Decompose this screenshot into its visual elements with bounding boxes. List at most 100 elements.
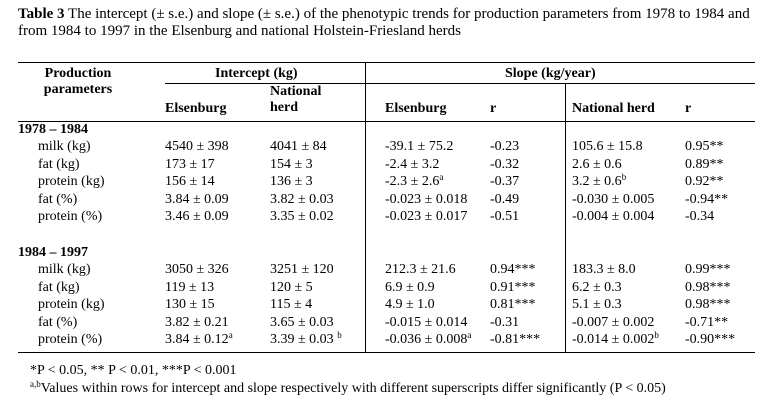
rule	[18, 352, 755, 353]
cell: 4.9 ± 1.0	[385, 297, 435, 312]
row-label: protein (kg)	[38, 297, 105, 312]
cell: 5.1 ± 0.3	[572, 297, 622, 312]
column-header: National herd	[270, 84, 322, 115]
cell: 3251 ± 120	[270, 262, 334, 277]
cell: 3.84 ± 0.12a	[165, 330, 233, 348]
cell: -0.32	[490, 156, 520, 172]
cell: -0.015 ± 0.014	[385, 314, 468, 330]
cell: 136 ± 3	[270, 174, 313, 189]
row-label: protein (kg)	[38, 174, 105, 189]
cell: 0.81***	[490, 297, 536, 312]
cell: -0.71**	[685, 314, 729, 330]
rule	[18, 62, 755, 63]
cell: -0.007 ± 0.002	[572, 314, 655, 330]
superscript: a	[467, 330, 472, 340]
cell: 0.99***	[685, 262, 731, 277]
cell: 4041 ± 84	[270, 139, 327, 154]
superscript: a,b	[30, 379, 41, 389]
cell: -0.51	[490, 209, 520, 224]
cell: -0.37	[490, 174, 520, 189]
footnote: a,bValues within rows for intercept and …	[30, 379, 666, 397]
cell: 154 ± 3	[270, 156, 313, 172]
cell: 4540 ± 398	[165, 139, 229, 154]
header-cell: Intercept (kg)	[215, 66, 298, 81]
superscript: b	[621, 172, 627, 182]
superscript: a	[228, 330, 233, 340]
header-cell: Slope (kg/year)	[505, 66, 596, 81]
row-label: milk (kg)	[38, 262, 91, 277]
cell: 212.3 ± 21.6	[385, 262, 456, 277]
superscript: b	[654, 330, 659, 340]
section-title: 1978 – 1984	[18, 122, 88, 137]
cell: 130 ± 15	[165, 297, 215, 312]
cell: -0.23	[490, 139, 520, 154]
cell: -0.023 ± 0.017	[385, 209, 468, 224]
cell: 3.39 ± 0.03 b	[270, 330, 342, 348]
cell-text: 3.84 ± 0.12	[165, 332, 229, 347]
column-header: Elsenburg	[385, 101, 447, 116]
cell: 0.94***	[490, 262, 536, 277]
caption: Table 3 The intercept (± s.e.) and slope…	[18, 6, 760, 40]
cell: -0.49	[490, 191, 520, 207]
cell: 115 ± 4	[270, 297, 313, 312]
rule	[565, 83, 566, 353]
column-header: r	[685, 101, 692, 116]
cell: 3.35 ± 0.02	[270, 209, 334, 224]
row-label: protein (%)	[38, 209, 103, 224]
row-label: fat (kg)	[38, 156, 80, 172]
cell: 6.9 ± 0.9	[385, 279, 435, 295]
cell: 0.92**	[685, 174, 724, 189]
cell: 3.65 ± 0.03	[270, 314, 334, 330]
cell-text: 3.2 ± 0.6	[572, 174, 622, 189]
row-label: fat (kg)	[38, 279, 80, 295]
rule	[165, 83, 755, 84]
cell: -0.90***	[685, 332, 736, 347]
superscript: a	[439, 172, 444, 182]
section-title: 1984 – 1997	[18, 245, 88, 260]
cell-text: -0.014 ± 0.002	[572, 332, 655, 347]
footnote: *P < 0.05, ** P < 0.01, ***P < 0.001	[30, 363, 237, 379]
cell: 173 ± 17	[165, 156, 215, 172]
cell: 3.46 ± 0.09	[165, 209, 229, 224]
cell: 3.84 ± 0.09	[165, 191, 229, 207]
cell: 3.2 ± 0.6b	[572, 172, 627, 190]
cell: -0.023 ± 0.018	[385, 191, 468, 207]
cell: -0.030 ± 0.005	[572, 191, 655, 207]
column-header: Elsenburg	[165, 101, 227, 116]
cell: 3050 ± 326	[165, 262, 229, 277]
cell: 0.95**	[685, 139, 724, 154]
cell: 0.89**	[685, 156, 724, 172]
cell-text: *P < 0.05, ** P < 0.01, ***P < 0.001	[30, 363, 237, 378]
rule	[365, 62, 366, 353]
caption-text: The intercept (± s.e.) and slope (± s.e.…	[18, 6, 750, 39]
cell: -39.1 ± 75.2	[385, 139, 454, 154]
column-header: National herd	[572, 101, 655, 116]
cell: 6.2 ± 0.3	[572, 279, 622, 295]
cell: -0.036 ± 0.008a	[385, 330, 472, 348]
cell: 3.82 ± 0.03	[270, 191, 334, 207]
cell: 0.91***	[490, 279, 536, 295]
header-cell: Production parameters	[43, 66, 113, 97]
cell: -2.4 ± 3.2	[385, 156, 440, 172]
rule	[18, 121, 755, 122]
row-label: milk (kg)	[38, 139, 91, 154]
cell: 119 ± 13	[165, 279, 215, 295]
cell: 120 ± 5	[270, 279, 313, 295]
cell: -0.004 ± 0.004	[572, 209, 655, 224]
cell: 105.6 ± 15.8	[572, 139, 643, 154]
cell-text: Values within rows for intercept and slo…	[40, 381, 666, 396]
cell-text: -0.036 ± 0.008	[385, 332, 468, 347]
cell-text: -2.3 ± 2.6	[385, 174, 440, 189]
cell: 183.3 ± 8.0	[572, 262, 636, 277]
cell-text: 3.39 ± 0.03	[270, 332, 338, 347]
cell: 3.82 ± 0.21	[165, 314, 229, 330]
caption-label: Table 3	[18, 6, 65, 22]
row-label: fat (%)	[38, 191, 78, 207]
column-header: r	[490, 101, 497, 116]
superscript: b	[337, 330, 342, 340]
cell: -0.31	[490, 314, 520, 330]
row-label: protein (%)	[38, 332, 103, 347]
cell: -0.94**	[685, 191, 729, 207]
cell: -0.81***	[490, 332, 541, 347]
